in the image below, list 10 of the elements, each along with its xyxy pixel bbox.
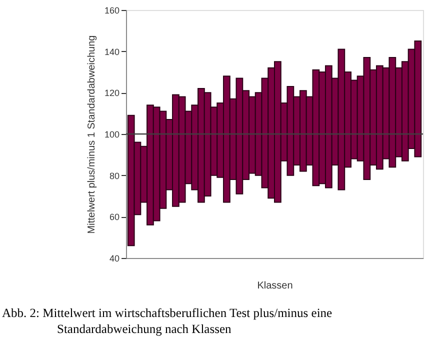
- caption: Abb. 2: Mittelwert im wirtschaftsberuflichen Test plus/minus eine Standardabweichung nach Klassen: [2, 306, 333, 336]
- y-tick-label: 80: [109, 170, 120, 181]
- y-axis-title: Mittelwert plus/minus 1 Standardabweichung: [86, 35, 98, 234]
- y-tick-label: 100: [104, 130, 120, 140]
- y-tick-label: 160: [104, 6, 120, 16]
- y-tick-label: 140: [104, 46, 120, 57]
- y-tick-label: 60: [109, 212, 120, 222]
- y-tick-label: 120: [104, 88, 120, 98]
- y-tick-label: 40: [109, 254, 120, 264]
- x-axis-title: Klassen: [257, 280, 293, 292]
